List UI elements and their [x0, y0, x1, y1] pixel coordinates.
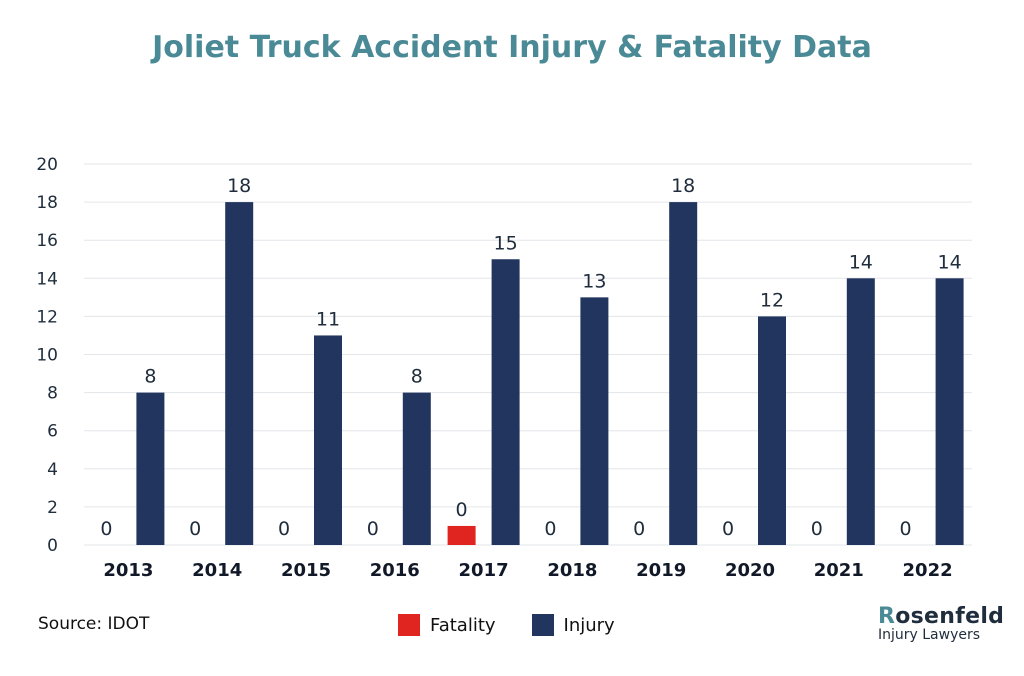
data-label-fatality: 0 — [633, 518, 645, 540]
bar-injury — [758, 316, 786, 545]
legend-label-injury: Injury — [563, 614, 615, 636]
data-label-injury: 18 — [671, 175, 695, 197]
logo-name: osenfeld — [895, 604, 1005, 629]
x-tick-label: 2015 — [281, 560, 331, 581]
bar-injury — [669, 202, 698, 545]
bar-injury — [402, 392, 431, 545]
logo-wordmark: Rosenfeld — [878, 604, 1004, 629]
y-tick-label: 2 — [47, 498, 58, 518]
bar-injury — [314, 335, 342, 545]
y-tick-label: 16 — [36, 231, 58, 251]
bar-fatality — [447, 525, 476, 545]
x-tick-label: 2014 — [192, 560, 242, 581]
legend: Fatality Injury — [398, 614, 639, 636]
data-label-fatality: 0 — [100, 518, 112, 540]
logo-subtitle: Injury Lawyers — [878, 627, 981, 643]
data-label-injury: 14 — [849, 251, 873, 273]
data-label-fatality: 0 — [189, 518, 201, 540]
data-label-fatality: 0 — [722, 518, 734, 540]
data-label-injury: 8 — [411, 366, 423, 388]
bar-injury — [491, 259, 520, 545]
bar-injury — [136, 392, 165, 545]
logo-mark: R — [878, 604, 896, 629]
legend-label-fatality: Fatality — [430, 614, 496, 636]
x-tick-label: 2022 — [903, 560, 953, 581]
data-label-fatality: 0 — [278, 518, 290, 540]
y-tick-label: 8 — [47, 384, 58, 404]
chart-title: Joliet Truck Accident Injury & Fatality … — [152, 30, 872, 65]
data-label-fatality: 0 — [811, 518, 823, 540]
y-tick-label: 0 — [47, 536, 58, 556]
legend-item-injury: Injury — [531, 614, 615, 636]
bar-injury — [846, 278, 875, 545]
data-label-fatality: 0 — [900, 518, 912, 540]
y-tick-label: 18 — [36, 193, 58, 213]
x-tick-label: 2021 — [814, 560, 864, 581]
data-label-fatality: 0 — [544, 518, 556, 540]
legend-swatch-fatality — [398, 614, 420, 636]
data-label-injury: 15 — [494, 232, 518, 254]
data-label-injury: 18 — [227, 175, 251, 197]
y-tick-label: 12 — [36, 307, 58, 327]
y-tick-label: 4 — [47, 460, 58, 480]
x-tick-label: 2016 — [370, 560, 420, 581]
x-tick-label: 2017 — [459, 560, 509, 581]
bar-injury — [225, 202, 254, 545]
x-tick-label: 2019 — [636, 560, 686, 581]
x-tick-label: 2018 — [547, 560, 597, 581]
y-tick-label: 14 — [36, 269, 58, 289]
x-tick-label: 2013 — [103, 560, 153, 581]
data-label-injury: 12 — [760, 289, 784, 311]
y-tick-label: 20 — [36, 155, 58, 175]
data-label-injury: 14 — [938, 251, 962, 273]
legend-swatch-injury — [531, 614, 554, 636]
bar-injury — [580, 297, 609, 545]
x-tick-label: 2020 — [725, 560, 775, 581]
y-tick-label: 6 — [47, 422, 58, 442]
data-label-injury: 13 — [582, 270, 606, 292]
data-label-fatality: 0 — [367, 518, 379, 540]
data-label-injury: 11 — [316, 308, 340, 330]
data-label-injury: 8 — [144, 366, 156, 388]
data-label-fatality: 0 — [456, 499, 468, 521]
brand-logo: Rosenfeld Injury Lawyers — [878, 604, 1004, 643]
legend-item-fatality: Fatality — [398, 614, 496, 636]
source-note: Source: IDOT — [38, 614, 150, 634]
y-tick-label: 10 — [36, 346, 58, 366]
bar-injury — [935, 278, 964, 545]
